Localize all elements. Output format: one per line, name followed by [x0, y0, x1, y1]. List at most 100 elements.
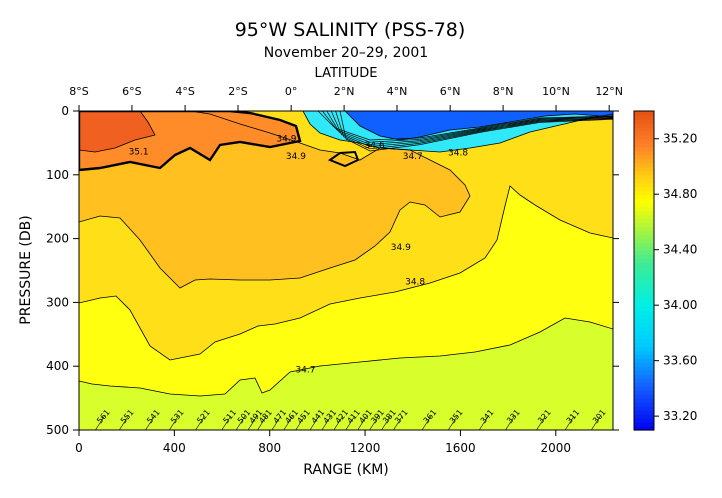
colorbar-segment — [634, 338, 654, 343]
colorbar-segment — [634, 234, 654, 240]
colorbar-segment — [634, 186, 654, 192]
colorbar-segment — [634, 162, 654, 168]
station-mark — [295, 415, 305, 430]
contour-line-front — [322, 111, 613, 143]
station-mark — [381, 415, 391, 430]
contour-line — [79, 111, 613, 361]
contour-line-bold — [327, 150, 360, 168]
colorbar-segment — [634, 290, 654, 296]
colorbar-segment — [634, 362, 654, 367]
colorbar-segment — [634, 326, 654, 331]
colorbar-segment — [634, 422, 654, 427]
plot-area: 35.1 34.9 34.9 34.6 34.7 34.8 34.9 34.8 34.7 561… — [79, 111, 629, 430]
station-mark — [333, 415, 344, 430]
colorbar-segment — [634, 214, 654, 220]
contour-label: 34.9 — [391, 243, 411, 253]
colorbar-segment — [634, 122, 654, 128]
contour-line-front — [335, 111, 613, 150]
x-tick-label: 1600 — [445, 441, 476, 455]
chart-subtitle: November 20–29, 2001 — [264, 45, 428, 61]
contour-line-front — [339, 111, 613, 152]
station-mark — [271, 415, 282, 430]
station-mark — [119, 415, 129, 430]
plot-frame — [78, 110, 614, 431]
contour-line — [79, 111, 471, 289]
contour-lines — [79, 111, 613, 397]
colorbar-segment — [634, 314, 654, 319]
contour-label: 35.1 — [129, 147, 149, 157]
colorbar-frame — [633, 110, 655, 431]
colorbar-segment — [634, 238, 654, 244]
colorbar-segment — [634, 406, 654, 411]
colorbar-segment — [634, 154, 654, 160]
colorbar-segment — [634, 111, 654, 116]
station-mark — [393, 415, 403, 430]
latitude-tick-label: 6°N — [440, 85, 461, 98]
station-mark — [95, 415, 105, 430]
colorbar-segment — [634, 202, 654, 208]
station-label: 291 — [612, 408, 629, 425]
colorbar-segment — [634, 130, 654, 136]
station-mark — [309, 415, 320, 430]
colorbar-segment — [634, 266, 654, 272]
x-axis-label: RANGE (KM) — [303, 462, 389, 478]
colorbar-segment — [634, 370, 654, 375]
station-mark — [505, 415, 515, 430]
colorbar-segment — [634, 282, 654, 288]
x-tick-label: 400 — [163, 441, 186, 455]
colorbar-segment — [634, 258, 654, 264]
contour-line-front — [330, 111, 613, 147]
station-mark — [283, 415, 294, 430]
latitude-tick-label: 4°S — [175, 85, 194, 98]
colorbar-segment — [634, 190, 654, 196]
colorbar-segment — [634, 138, 654, 144]
colorbar-segment — [634, 418, 654, 423]
region-south-max-core — [79, 111, 155, 152]
contour-label: 34.9 — [286, 152, 306, 162]
station-mark — [247, 415, 258, 430]
colorbar-segment — [634, 274, 654, 280]
colorbar-segment — [634, 114, 654, 120]
station-mark — [421, 415, 432, 430]
colorbar-segment — [634, 382, 654, 387]
latitude-tick-label: 2°N — [334, 85, 355, 98]
colorbar-segment — [634, 270, 654, 276]
contour-label: 34.6 — [365, 141, 385, 151]
contour-line-front — [317, 111, 613, 141]
latitude-tick-label: 10°N — [542, 85, 570, 98]
colorbar-segment — [634, 170, 654, 176]
latitude-axis-label: LATITUDE — [315, 66, 378, 81]
colorbar-segment — [634, 410, 654, 415]
colorbar-segment — [634, 250, 654, 256]
colorbar-segment — [634, 386, 654, 391]
latitude-tick-label: 0° — [285, 85, 298, 98]
colorbar-segment — [634, 246, 654, 252]
y-tick-label: 500 — [46, 423, 69, 437]
colorbar-segment — [634, 342, 654, 347]
contour-line-front — [326, 111, 613, 145]
station-mark — [357, 415, 367, 430]
colorbar-segment — [634, 402, 654, 407]
y-axis-label: PRESSURE (DB) — [18, 215, 34, 324]
colorbar-segment — [634, 398, 654, 403]
colorbar-tick-label: 34.00 — [663, 298, 697, 312]
colorbar-segment — [634, 334, 654, 339]
station-mark — [257, 415, 267, 430]
station-mark — [448, 415, 458, 430]
colorbar-segment — [634, 346, 654, 351]
colorbar-segment — [634, 414, 654, 419]
station-labels: 561 551 541 531 521 5115014914814714614514414… — [95, 408, 629, 430]
colorbar-segment — [634, 366, 654, 371]
latitude-tick-label: 6°S — [122, 85, 141, 98]
colorbar-segment — [634, 330, 654, 335]
station-mark — [321, 415, 332, 430]
colorbar-segment — [634, 350, 654, 355]
colorbar-segment — [634, 278, 654, 284]
colorbar-segment — [634, 298, 654, 303]
contour-label: 34.9 — [276, 135, 296, 145]
colorbar-segment — [634, 302, 654, 307]
y-tick-label: 400 — [46, 359, 69, 373]
contour-label: 34.8 — [448, 149, 468, 159]
chart-title: 95°W SALINITY (PSS-78) — [235, 19, 466, 41]
y-tick-label: 0 — [61, 104, 69, 118]
